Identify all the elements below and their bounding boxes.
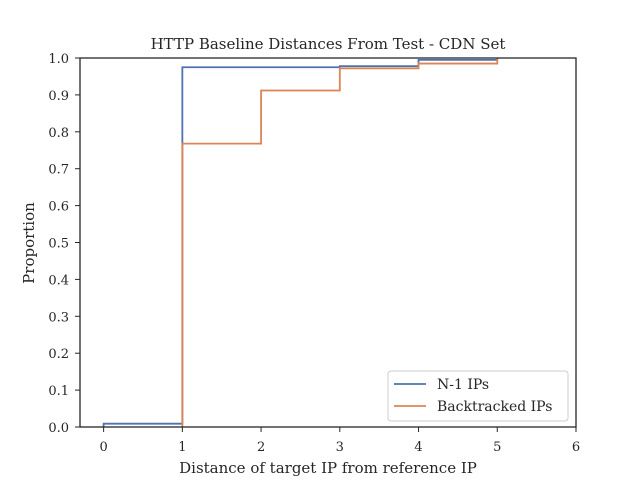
y-tick-label: 0.2 xyxy=(48,347,69,362)
x-tick-label: 5 xyxy=(493,440,501,455)
y-tick-label: 0.1 xyxy=(48,384,69,399)
y-tick-label: 0.8 xyxy=(48,126,69,141)
series-line-2 xyxy=(181,58,499,427)
x-tick-label: 1 xyxy=(178,440,186,455)
x-tick-label: 4 xyxy=(414,440,422,455)
y-tick-label: 0.7 xyxy=(48,163,69,178)
legend-label-1: N-1 IPs xyxy=(437,377,489,393)
chart-title: HTTP Baseline Distances From Test - CDN … xyxy=(151,35,506,53)
plot-area: 0 1 2 3 4 5 6 0.0 0.1 0.2 0.3 0.4 0.5 0.6 0.7 0.8 0.9 1.0 xyxy=(48,52,580,455)
y-tick-label: 0.3 xyxy=(48,310,69,325)
x-tick-label: 3 xyxy=(336,440,344,455)
x-tick-label: 6 xyxy=(572,440,580,455)
y-tick-label: 0.5 xyxy=(48,237,69,252)
legend: N-1 IPs Backtracked IPs xyxy=(387,370,569,422)
y-tick-label: 0.4 xyxy=(48,273,69,288)
x-axis-label: Distance of target IP from reference IP xyxy=(179,459,477,477)
y-axis-label: Proportion xyxy=(20,202,38,284)
x-tick-label: 0 xyxy=(99,440,107,455)
x-tick-label: 2 xyxy=(257,440,265,455)
legend-label-2: Backtracked IPs xyxy=(437,399,552,415)
y-tick-label: 0.0 xyxy=(48,421,69,436)
legend-box xyxy=(387,370,569,422)
y-tick-label: 0.6 xyxy=(48,200,69,215)
series-line-1 xyxy=(102,58,499,427)
y-tick-label: 1.0 xyxy=(48,52,69,67)
y-tick-label: 0.9 xyxy=(48,89,69,104)
